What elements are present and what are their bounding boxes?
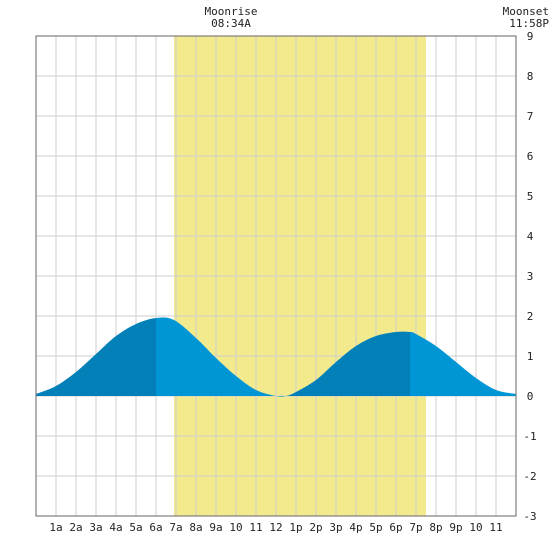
y-tick-label: 3 [527,270,534,283]
x-tick-label: 11 [249,521,262,534]
y-tick-label: 2 [527,310,534,323]
x-tick-label: 5p [369,521,382,534]
y-tick-label: 1 [527,350,534,363]
moonset-time: 11:58P [509,17,549,30]
x-tick-label: 4a [109,521,122,534]
x-tick-label: 7p [409,521,422,534]
x-tick-label: 4p [349,521,362,534]
x-tick-label: 2p [309,521,322,534]
x-tick-label: 12 [269,521,282,534]
y-tick-label: 4 [527,230,534,243]
y-tick-label: 6 [527,150,534,163]
x-tick-label: 5a [129,521,142,534]
x-tick-label: 10 [229,521,242,534]
moonset-label: Moonset [503,5,549,18]
x-tick-label: 1a [49,521,62,534]
x-tick-label: 10 [469,521,482,534]
x-tick-label: 8a [189,521,202,534]
plot-frame [35,35,517,517]
y-tick-label: 5 [527,190,534,203]
x-tick-label: 11 [489,521,502,534]
x-tick-label: 1p [289,521,302,534]
x-tick-label: 7a [169,521,182,534]
x-tick-label: 3p [329,521,342,534]
y-tick-label: -2 [523,470,536,483]
x-tick-label: 9p [449,521,462,534]
x-tick-label: 6p [389,521,402,534]
x-tick-label: 9a [209,521,222,534]
x-tick-label: 8p [429,521,442,534]
y-tick-label: 0 [527,390,534,403]
x-tick-label: 3a [89,521,102,534]
moonrise-time: 08:34A [211,17,251,30]
y-tick-label: 7 [527,110,534,123]
x-tick-label: 6a [149,521,162,534]
y-tick-label: 9 [527,30,534,43]
y-tick-label: 8 [527,70,534,83]
y-tick-label: -1 [523,430,536,443]
x-tick-label: 2a [69,521,82,534]
moonrise-label: Moonrise [205,5,258,18]
y-tick-label: -3 [523,510,536,523]
